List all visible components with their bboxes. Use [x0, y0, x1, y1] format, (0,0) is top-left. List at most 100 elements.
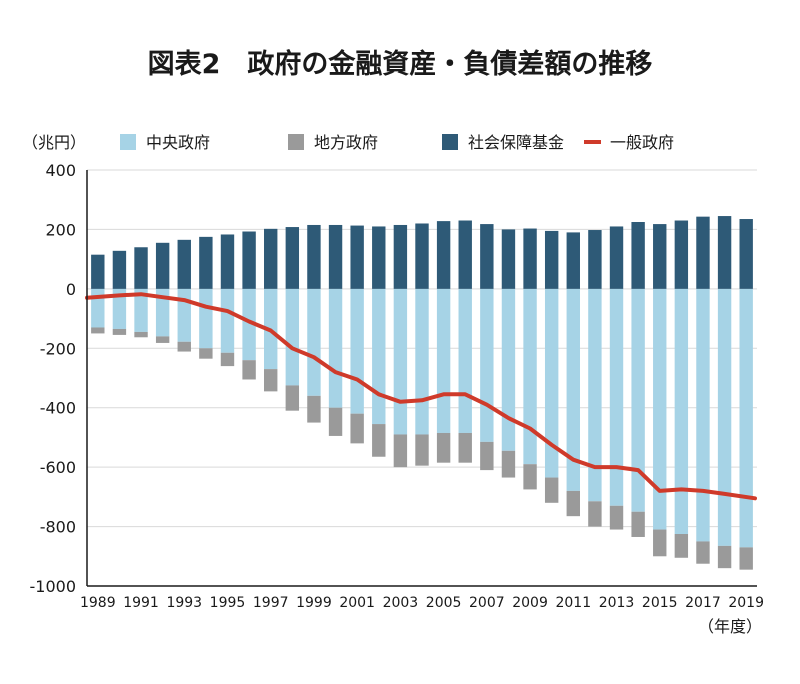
y-tick-label: -600	[40, 458, 76, 477]
y-tick-label: 200	[45, 220, 76, 239]
bar-central-government	[307, 288, 321, 396]
bar-social-security-funds	[653, 224, 667, 289]
bars	[91, 216, 753, 570]
bar-local-government	[372, 424, 386, 457]
y-axis-unit-label: （兆円）	[22, 133, 86, 152]
y-tick-label: 0	[66, 280, 76, 299]
line-general-government	[85, 292, 757, 501]
bar-local-government	[220, 352, 235, 367]
bar-social-security-funds	[415, 223, 429, 289]
x-tick-label: 2019	[728, 595, 764, 611]
bar-central-government	[242, 288, 256, 361]
x-tick-label: 2009	[512, 595, 548, 611]
x-axis-unit-label: （年度）	[698, 617, 762, 636]
bar-local-government	[544, 477, 559, 503]
bar-local-government	[112, 328, 127, 335]
bar-social-security-funds	[220, 234, 235, 289]
bar-central-government	[112, 288, 127, 329]
legend-swatch	[288, 134, 304, 150]
bar-social-security-funds	[588, 230, 602, 289]
bar-local-government	[631, 511, 645, 537]
bar-local-government	[415, 434, 429, 466]
x-tick-label: 2003	[383, 595, 419, 611]
bar-central-government	[631, 288, 645, 512]
bar-social-security-funds	[350, 225, 364, 289]
bar-social-security-funds	[177, 239, 191, 289]
bar-local-government	[393, 434, 408, 468]
legend-swatch-line	[584, 140, 601, 144]
bar-social-security-funds	[328, 224, 343, 289]
bar-social-security-funds	[458, 220, 472, 289]
bar-social-security-funds	[674, 220, 689, 289]
bar-social-security-funds	[739, 219, 753, 289]
bar-social-security-funds	[264, 228, 278, 289]
axes	[86, 170, 757, 587]
bar-central-government	[155, 288, 170, 337]
bar-central-government	[134, 288, 148, 332]
bar-local-government	[91, 327, 105, 334]
y-tick-label: 400	[45, 161, 76, 180]
bar-social-security-funds	[242, 231, 256, 289]
bar-social-security-funds	[393, 224, 408, 289]
bar-central-government	[393, 288, 408, 435]
bar-local-government	[523, 464, 537, 490]
legend: 中央政府 地方政府 社会保障基金 一般政府	[120, 133, 674, 152]
x-tick-label: 2015	[642, 595, 678, 611]
bar-local-government	[458, 432, 472, 463]
bar-central-government	[350, 288, 364, 414]
x-tick-label: 2017	[685, 595, 721, 611]
x-tick-label: 1989	[80, 595, 116, 611]
bar-local-government	[155, 336, 170, 343]
x-tick-label: 2007	[469, 595, 505, 611]
bar-central-government	[415, 288, 429, 435]
bar-local-government	[285, 385, 300, 411]
x-tick-labels: 1989 1991 1993 1995 1997 1999 2001 2003 2005 2007…	[80, 595, 764, 611]
bar-central-government	[588, 288, 602, 502]
bar-central-government	[739, 288, 753, 548]
bar-social-security-funds	[91, 254, 105, 289]
bar-local-government	[566, 490, 580, 517]
bar-central-government	[458, 288, 472, 433]
bar-social-security-funds	[544, 230, 559, 289]
bar-central-government	[523, 288, 537, 465]
y-tick-label: -200	[40, 339, 76, 358]
x-tick-label: 1995	[210, 595, 246, 611]
bar-central-government	[480, 288, 494, 442]
legend-label: 地方政府	[314, 133, 378, 152]
bar-local-government	[609, 505, 624, 530]
bar-local-government	[588, 501, 602, 527]
bar-central-government	[696, 288, 710, 542]
bar-central-government	[544, 288, 559, 478]
legend-swatch	[120, 134, 136, 150]
bar-social-security-funds	[436, 221, 451, 289]
bar-social-security-funds	[609, 226, 624, 289]
bar-social-security-funds	[566, 232, 580, 289]
bar-social-security-funds	[372, 226, 386, 289]
bar-social-security-funds	[134, 247, 148, 289]
bar-social-security-funds	[307, 224, 321, 289]
x-tick-label: 1997	[253, 595, 289, 611]
x-tick-label: 2001	[339, 595, 375, 611]
bar-central-government	[674, 288, 689, 534]
chart-title: 図表2 政府の金融資産・負債差額の推移	[148, 48, 653, 80]
bar-local-government	[739, 547, 753, 570]
bar-central-government	[220, 288, 235, 353]
bar-central-government	[566, 288, 580, 491]
bar-local-government	[653, 529, 667, 557]
line-layer	[85, 292, 757, 501]
bar-local-government	[717, 545, 732, 569]
bar-local-government	[134, 331, 148, 338]
bar-central-government	[177, 288, 191, 342]
x-tick-label: 1993	[166, 595, 202, 611]
bar-local-government	[480, 441, 494, 471]
legend-swatch	[442, 134, 458, 150]
bar-social-security-funds	[501, 229, 516, 289]
bar-social-security-funds	[285, 227, 300, 289]
bar-local-government	[328, 407, 343, 436]
bar-social-security-funds	[155, 242, 170, 289]
bar-social-security-funds	[696, 216, 710, 289]
bar-social-security-funds	[717, 216, 732, 289]
bar-local-government	[177, 341, 191, 352]
bar-local-government	[307, 395, 321, 423]
